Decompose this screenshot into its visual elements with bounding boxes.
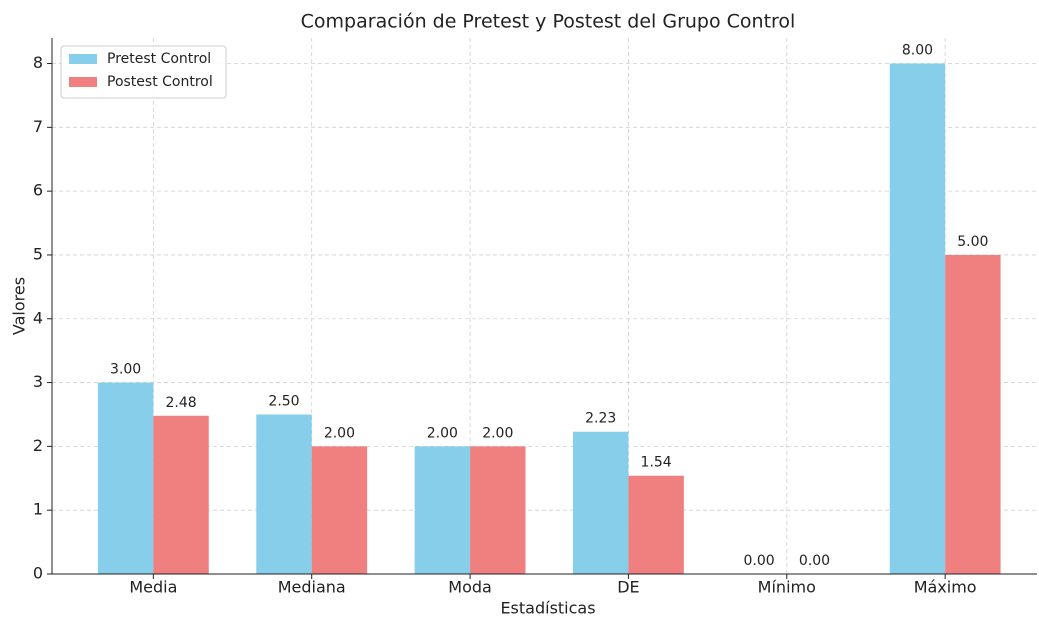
y-tick-label: 8 <box>33 53 43 72</box>
value-label: 2.23 <box>585 411 616 427</box>
bar <box>311 446 368 574</box>
value-label: 5.00 <box>957 234 988 250</box>
legend-swatch <box>69 77 97 87</box>
y-tick-label: 0 <box>33 564 43 583</box>
value-label: 2.00 <box>324 425 355 441</box>
legend-label: Pretest Control <box>107 51 211 67</box>
y-tick-label: 7 <box>33 117 43 136</box>
y-tick-label: 2 <box>33 436 43 455</box>
legend-label: Postest Control <box>107 74 213 90</box>
value-label: 3.00 <box>110 362 141 378</box>
bar <box>256 414 312 574</box>
value-label: 2.00 <box>482 425 513 441</box>
value-label: 2.00 <box>427 425 458 441</box>
value-label: 2.50 <box>268 393 299 409</box>
y-tick-label: 4 <box>33 308 43 327</box>
value-label: 0.00 <box>799 553 830 569</box>
bar <box>945 254 1001 574</box>
bar <box>628 475 684 574</box>
y-tick-label: 6 <box>33 181 43 200</box>
x-tick-label: Moda <box>448 578 492 597</box>
legend: Pretest Control Postest Control <box>60 45 227 99</box>
x-tick-label: Mediana <box>278 578 346 597</box>
y-axis-label: Valores <box>10 277 29 335</box>
bar <box>414 446 471 574</box>
value-label: 1.54 <box>641 455 672 471</box>
y-tick-label: 5 <box>33 244 43 263</box>
x-tick-label: DE <box>617 578 639 597</box>
legend-box <box>60 45 227 99</box>
x-tick-label: Máximo <box>914 578 977 597</box>
value-label: 0.00 <box>743 553 774 569</box>
x-tick-label: Media <box>129 578 177 597</box>
chart-title: Comparación de Pretest y Postest del Gru… <box>301 11 796 33</box>
x-axis-label: Estadísticas <box>500 599 595 618</box>
bar <box>470 446 526 574</box>
bar <box>889 63 946 575</box>
y-tick-label: 3 <box>33 372 43 391</box>
bar <box>153 415 209 574</box>
x-tick-label: Mínimo <box>758 578 816 597</box>
bar <box>573 431 629 574</box>
value-label: 8.00 <box>902 43 933 59</box>
bar <box>97 382 154 574</box>
legend-swatch <box>69 54 97 64</box>
y-tick-label: 1 <box>33 500 43 519</box>
value-label: 2.48 <box>165 395 196 411</box>
